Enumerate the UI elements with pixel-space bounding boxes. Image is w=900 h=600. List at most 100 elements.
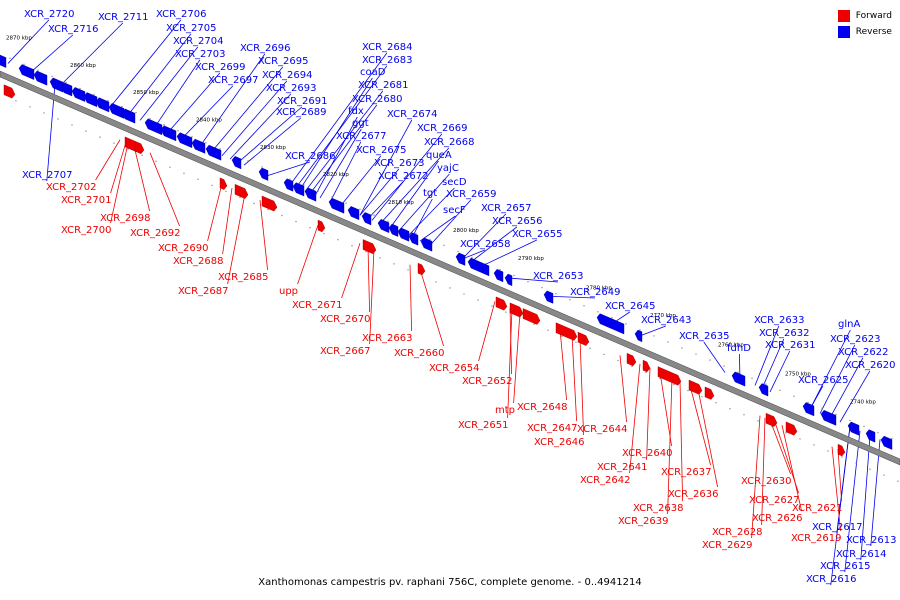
gene-label-xcr-2691[interactable]: XCR_2691 [277, 96, 328, 107]
gene-label-quea[interactable]: queA [426, 150, 452, 161]
gene-label-xcr-2658[interactable]: XCR_2658 [460, 239, 511, 250]
gene-label-xcr-2688[interactable]: XCR_2688 [173, 256, 224, 267]
gene-label-xcr-2694[interactable]: XCR_2694 [262, 70, 313, 81]
gene-label-xcr-2649[interactable]: XCR_2649 [570, 287, 621, 298]
gene-label-upp[interactable]: upp [279, 286, 298, 297]
gene-label-xcr-2692[interactable]: XCR_2692 [130, 228, 181, 239]
gene-label-xcr-2657[interactable]: XCR_2657 [481, 203, 532, 214]
gene-label-glna[interactable]: glnA [838, 319, 860, 330]
gene-label-xcr-2699[interactable]: XCR_2699 [195, 62, 246, 73]
gene-label-xcr-2629[interactable]: XCR_2629 [702, 540, 753, 551]
gene-label-xcr-2616[interactable]: XCR_2616 [806, 574, 857, 585]
gene-label-xcr-2653[interactable]: XCR_2653 [533, 271, 584, 282]
gene-label-xcr-2615[interactable]: XCR_2615 [820, 561, 871, 572]
gene-label-xcr-2701[interactable]: XCR_2701 [61, 195, 112, 206]
gene-label-xcr-2707[interactable]: XCR_2707 [22, 170, 73, 181]
gene-label-xcr-2702[interactable]: XCR_2702 [46, 182, 97, 193]
gene-label-xcr-2651[interactable]: XCR_2651 [458, 420, 509, 431]
gene-label-xcr-2696[interactable]: XCR_2696 [240, 43, 291, 54]
gene-label-xcr-2648[interactable]: XCR_2648 [517, 402, 568, 413]
gene-label-xcr-2637[interactable]: XCR_2637 [661, 467, 712, 478]
gene-label-xcr-2639[interactable]: XCR_2639 [618, 516, 669, 527]
gene-label-xcr-2623[interactable]: XCR_2623 [830, 334, 881, 345]
gene-label-xcr-2643[interactable]: XCR_2643 [641, 315, 692, 326]
gene-label-xcr-2655[interactable]: XCR_2655 [512, 229, 563, 240]
gene-label-ggt[interactable]: ggt [352, 118, 369, 129]
gene-label-xcr-2635[interactable]: XCR_2635 [679, 331, 730, 342]
gene-label-xcr-2614[interactable]: XCR_2614 [836, 549, 887, 560]
gene-label-xcr-2625[interactable]: XCR_2625 [798, 375, 849, 386]
connector-line [679, 381, 683, 502]
gene-label-xcr-2711[interactable]: XCR_2711 [98, 12, 149, 23]
gene-label-xcr-2620[interactable]: XCR_2620 [845, 360, 896, 371]
gene-label-xcr-2698[interactable]: XCR_2698 [100, 213, 151, 224]
gene-label-xcr-2706[interactable]: XCR_2706 [156, 9, 207, 20]
gene-label-mtp[interactable]: mtp [495, 405, 515, 416]
gene-label-xcr-2672[interactable]: XCR_2672 [378, 171, 429, 182]
gene-label-xcr-2626[interactable]: XCR_2626 [752, 513, 803, 524]
gene-label-xcr-2716[interactable]: XCR_2716 [48, 24, 99, 35]
gene-label-xcr-2677[interactable]: XCR_2677 [336, 131, 387, 142]
gene-label-secd[interactable]: secD [442, 177, 467, 188]
gene-label-xcr-2647[interactable]: XCR_2647 [527, 423, 578, 434]
gene-label-xcr-2613[interactable]: XCR_2613 [846, 535, 897, 546]
gene-label-xcr-2660[interactable]: XCR_2660 [394, 348, 445, 359]
gene-label-xcr-2622[interactable]: XCR_2622 [838, 347, 889, 358]
gene-label-xcr-2684[interactable]: XCR_2684 [362, 42, 413, 53]
gene-label-xcr-2631[interactable]: XCR_2631 [765, 340, 816, 351]
gene-label-fdhd[interactable]: fdhD [727, 343, 751, 354]
gene-label-xcr-2697[interactable]: XCR_2697 [208, 75, 259, 86]
gene-label-xcr-2687[interactable]: XCR_2687 [178, 286, 229, 297]
gene-label-xcr-2720[interactable]: XCR_2720 [24, 9, 75, 20]
gene-label-xcr-2638[interactable]: XCR_2638 [633, 503, 684, 514]
gene-label-xcr-2686[interactable]: XCR_2686 [285, 151, 336, 162]
gene-label-xcr-2636[interactable]: XCR_2636 [668, 489, 719, 500]
gene-label-xcr-2628[interactable]: XCR_2628 [712, 527, 763, 538]
gene-label-xcr-2667[interactable]: XCR_2667 [320, 346, 371, 357]
gene-label-yajc[interactable]: yajC [437, 163, 459, 174]
gene-label-xcr-2669[interactable]: XCR_2669 [417, 123, 468, 134]
gene-label-xcr-2621[interactable]: XCR_2621 [792, 503, 843, 514]
gene-label-xcr-2654[interactable]: XCR_2654 [429, 363, 480, 374]
gene-label-xcr-2705[interactable]: XCR_2705 [166, 23, 217, 34]
gene-label-xcr-2641[interactable]: XCR_2641 [597, 462, 648, 473]
gene-label-xcr-2695[interactable]: XCR_2695 [258, 56, 309, 67]
gene-label-xcr-2693[interactable]: XCR_2693 [266, 83, 317, 94]
gene-label-xcr-2680[interactable]: XCR_2680 [352, 94, 403, 105]
gene-label-xcr-2630[interactable]: XCR_2630 [741, 476, 792, 487]
gene-label-xcr-2617[interactable]: XCR_2617 [812, 522, 863, 533]
gene-label-xcr-2659[interactable]: XCR_2659 [446, 189, 497, 200]
gene-label-xcr-2670[interactable]: XCR_2670 [320, 314, 371, 325]
gene-label-xcr-2674[interactable]: XCR_2674 [387, 109, 438, 120]
gene-label-xcr-2703[interactable]: XCR_2703 [175, 49, 226, 60]
gene-label-xcr-2645[interactable]: XCR_2645 [605, 301, 656, 312]
dot [303, 184, 305, 186]
gene-label-xcr-2671[interactable]: XCR_2671 [292, 300, 343, 311]
gene-label-xcr-2646[interactable]: XCR_2646 [534, 437, 585, 448]
gene-label-xcr-2663[interactable]: XCR_2663 [362, 333, 413, 344]
gene-label-xcr-2632[interactable]: XCR_2632 [759, 328, 810, 339]
gene-label-xcr-2689[interactable]: XCR_2689 [276, 107, 327, 118]
gene-label-xcr-2633[interactable]: XCR_2633 [754, 315, 805, 326]
gene-label-xcr-2681[interactable]: XCR_2681 [358, 80, 409, 91]
gene-label-xcr-2673[interactable]: XCR_2673 [374, 158, 425, 169]
gene-label-xcr-2704[interactable]: XCR_2704 [173, 36, 224, 47]
gene-label-tgt[interactable]: tgt [423, 188, 437, 199]
gene-label-coad[interactable]: coaD [360, 67, 386, 78]
gene-label-xcr-2685[interactable]: XCR_2685 [218, 272, 269, 283]
gene-label-xcr-2627[interactable]: XCR_2627 [749, 495, 800, 506]
gene-label-xcr-2690[interactable]: XCR_2690 [158, 243, 209, 254]
gene-label-xcr-2656[interactable]: XCR_2656 [492, 216, 543, 227]
gene-label-xcr-2668[interactable]: XCR_2668 [424, 137, 475, 148]
gene-label-xcr-2675[interactable]: XCR_2675 [356, 145, 407, 156]
gene-label-secf[interactable]: secF [443, 205, 466, 216]
gene-label-xcr-2700[interactable]: XCR_2700 [61, 225, 112, 236]
gene-label-xcr-2644[interactable]: XCR_2644 [577, 424, 628, 435]
gene-label-xcr-2652[interactable]: XCR_2652 [462, 376, 513, 387]
connector-lines [7, 19, 881, 586]
gene-label-xcr-2619[interactable]: XCR_2619 [791, 533, 842, 544]
gene-label-fdx[interactable]: fdx [348, 106, 364, 117]
gene-label-xcr-2640[interactable]: XCR_2640 [622, 448, 673, 459]
gene-label-xcr-2642[interactable]: XCR_2642 [580, 475, 631, 486]
gene-label-xcr-2683[interactable]: XCR_2683 [362, 55, 413, 66]
